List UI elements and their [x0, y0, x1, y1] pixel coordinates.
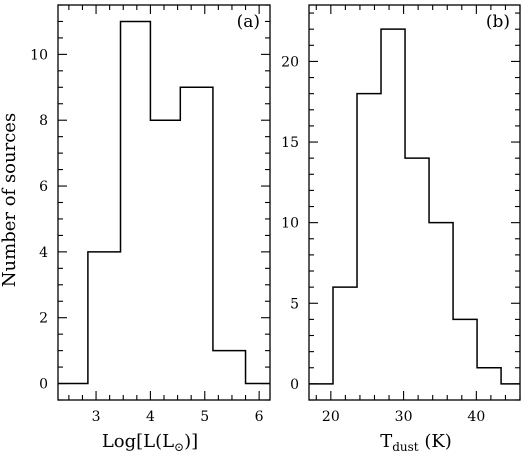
panel-a-tag: (a)	[237, 12, 260, 32]
panel-b-histogram-bin	[405, 158, 429, 384]
panel-a-x-axis-label: Log[L(L⊙)]	[102, 431, 198, 454]
panel-a-x-tick-label: 3	[92, 409, 101, 425]
panel-a-y-tick-label: 10	[30, 47, 48, 63]
panel-b: 20 30 40 0 5 10 15 20 (b) Tdust (K)	[281, 4, 521, 454]
panel-b-x-axis-label: Tdust (K)	[380, 431, 452, 454]
panel-b-frame	[308, 4, 521, 401]
panel-a: 3 4 5 6 0 2 4 6 8 10 (a) Log[L(L⊙)]	[30, 4, 271, 454]
panel-a-x-tick-label: 4	[146, 409, 155, 425]
panel-b-y-tick-label: 5	[290, 296, 299, 312]
panel-a-y-tick-label: 8	[39, 113, 48, 129]
panel-b-y-tick-label: 10	[281, 216, 299, 232]
panel-a-x-tick-label: 6	[255, 409, 264, 425]
panel-a-x-tick-label: 5	[200, 409, 209, 425]
panel-b-histogram-bin	[429, 223, 453, 384]
panel-a-histogram-bin	[150, 120, 180, 383]
panel-b-histogram-bin	[357, 94, 381, 384]
panel-b-histogram-bin	[477, 368, 501, 384]
panel-a-histogram-outline	[58, 20, 270, 385]
panel-b-x-tick-label: 30	[395, 409, 413, 425]
panel-b-y-tick-label: 15	[281, 135, 299, 151]
panel-a-y-tick-label: 2	[39, 311, 48, 327]
panel-b-histogram-bin	[333, 287, 357, 384]
panel-a-histogram-bin	[88, 252, 121, 384]
panel-a-y-tick-label: 0	[39, 377, 48, 393]
panel-a-histogram-bin	[180, 87, 213, 383]
panel-a-y-tick-label: 4	[39, 245, 48, 261]
y-axis-label: Number of sources	[0, 113, 20, 287]
panel-b-x-tick-label: 40	[467, 409, 485, 425]
panel-a-histogram-bin	[213, 351, 246, 384]
panel-b-y-tick-label: 0	[290, 377, 299, 393]
panel-b-tag: (b)	[486, 12, 510, 32]
panel-b-histogram-bin	[381, 29, 405, 384]
panel-a-frame	[57, 4, 271, 401]
panel-a-histogram-bin	[121, 21, 151, 383]
panel-b-histogram-bin	[453, 319, 477, 383]
panel-b-x-tick-label: 20	[322, 409, 340, 425]
panel-b-histogram-outline	[309, 28, 520, 385]
panel-a-y-tick-label: 6	[39, 179, 48, 195]
panel-b-y-tick-label: 20	[281, 54, 299, 70]
